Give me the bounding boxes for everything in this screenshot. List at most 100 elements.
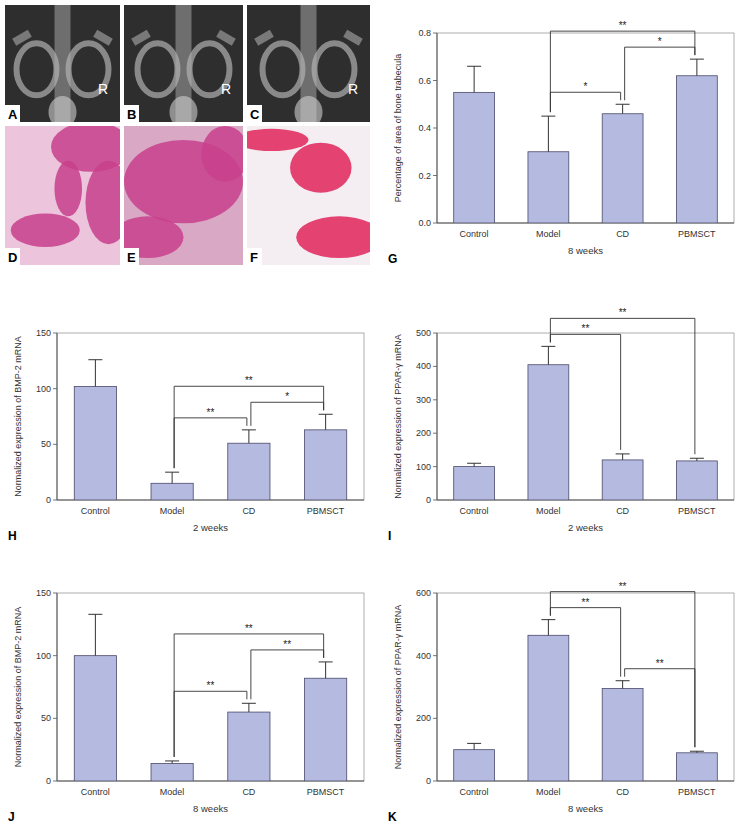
histology-tissue: [296, 216, 370, 258]
x-tick-label: Control: [460, 506, 489, 516]
x-tick-label: PBMSCT: [307, 506, 345, 516]
image-panel: BR: [124, 5, 243, 128]
significance-label: **: [619, 307, 627, 318]
x-tick-label: Model: [160, 506, 185, 516]
x-axis-title: 2 weeks: [193, 522, 228, 533]
image-content: [247, 5, 370, 122]
plot-frame: [57, 593, 364, 781]
y-axis-title: Normalized expression of BMP-2 mRNA: [13, 336, 23, 497]
y-tick: [433, 175, 437, 176]
y-tick: [433, 366, 437, 367]
x-tick-label: PBMSCT: [678, 506, 716, 516]
bars: [454, 59, 718, 223]
y-tick: [433, 399, 437, 400]
error-bar: [467, 743, 481, 749]
y-tick: [433, 466, 437, 467]
y-tick-label: 100: [416, 462, 431, 472]
plot-frame: [437, 333, 734, 500]
error-bar: [319, 662, 333, 678]
y-axis-title: Normalized expression of PPAR-γ mRNA: [393, 605, 403, 769]
significance-label: *: [584, 81, 588, 92]
bar: [602, 689, 643, 781]
xray-sacrum: [49, 96, 77, 122]
image-panel: F: [235, 126, 383, 265]
y-tick-label: 100: [36, 384, 51, 394]
x-axis-title: 8 weeks: [568, 803, 603, 814]
significance-bracket: [251, 650, 324, 699]
y-tick-label: 0: [426, 495, 431, 505]
xray-femur: [343, 30, 363, 46]
y-tick-label: 150: [36, 328, 51, 338]
significance-label: **: [207, 407, 215, 418]
significance-label: *: [285, 391, 289, 402]
significance-label: **: [245, 375, 253, 386]
significance-bracket: [550, 608, 620, 677]
histology-tissue: [247, 129, 309, 151]
image-marker: R: [348, 81, 358, 97]
plot-frame: [437, 593, 734, 781]
x-tick-label: PBMSCT: [678, 787, 716, 797]
plot-frame: [57, 333, 364, 500]
y-tick-label: 400: [416, 651, 431, 661]
image-label: E: [127, 250, 136, 265]
histology-tissue: [86, 161, 121, 244]
image-label-background: [124, 105, 139, 122]
image-label-background: [124, 248, 139, 265]
y-tick: [53, 333, 57, 334]
panel-label: H: [8, 529, 17, 543]
panel-label: K: [388, 810, 397, 824]
bar: [528, 365, 569, 500]
bar: [305, 430, 347, 500]
significance-bracket: [625, 669, 695, 748]
xray-pelvis: [17, 43, 57, 95]
significance-label: **: [582, 597, 590, 608]
image-label: B: [127, 107, 136, 122]
y-tick-label: 0.4: [418, 123, 431, 133]
image-content: [124, 126, 243, 265]
y-tick-label: 300: [416, 395, 431, 405]
x-tick-label: Model: [536, 787, 561, 797]
y-tick-label: 0: [46, 495, 51, 505]
significance-bracket: [251, 402, 324, 426]
y-tick-label: 100: [36, 651, 51, 661]
chart-panel: 050100150ControlModelCDPBMSCT2 weeksNorm…: [8, 328, 364, 543]
panel-label: J: [8, 810, 15, 824]
bar: [454, 750, 495, 781]
y-tick: [53, 593, 57, 594]
significance-label: **: [283, 639, 291, 650]
y-tick: [433, 500, 437, 501]
bar: [454, 467, 495, 500]
image-marker: R: [98, 81, 108, 97]
x-tick-label: Control: [81, 506, 110, 516]
y-axis: [57, 333, 58, 500]
error-bar: [88, 614, 102, 655]
error-bar: [242, 430, 256, 443]
x-axis-title: 8 weeks: [193, 803, 228, 814]
y-tick: [433, 80, 437, 81]
y-tick-label: 50: [41, 439, 51, 449]
image-label-background: [5, 105, 20, 122]
bars: [454, 346, 718, 500]
y-axis: [437, 333, 438, 500]
y-axis: [437, 593, 438, 781]
x-tick-label: Model: [160, 787, 185, 797]
y-tick: [433, 781, 437, 782]
x-tick-label: CD: [616, 787, 629, 797]
y-axis: [57, 593, 58, 781]
bar: [676, 753, 717, 781]
image-content: [124, 5, 243, 122]
x-tick-label: PBMSCT: [307, 787, 345, 797]
bar: [228, 443, 270, 500]
y-tick-label: 200: [416, 428, 431, 438]
significance-label: *: [658, 36, 662, 47]
error-bar: [616, 454, 630, 460]
error-bar: [467, 463, 481, 466]
y-tick: [433, 128, 437, 129]
image-label-background: [5, 248, 20, 265]
y-tick-label: 0: [426, 776, 431, 786]
plot-frame: [437, 33, 734, 223]
bar: [228, 712, 270, 781]
xray-sacrum: [295, 96, 323, 122]
y-tick: [53, 781, 57, 782]
xray-pelvis: [263, 43, 303, 95]
